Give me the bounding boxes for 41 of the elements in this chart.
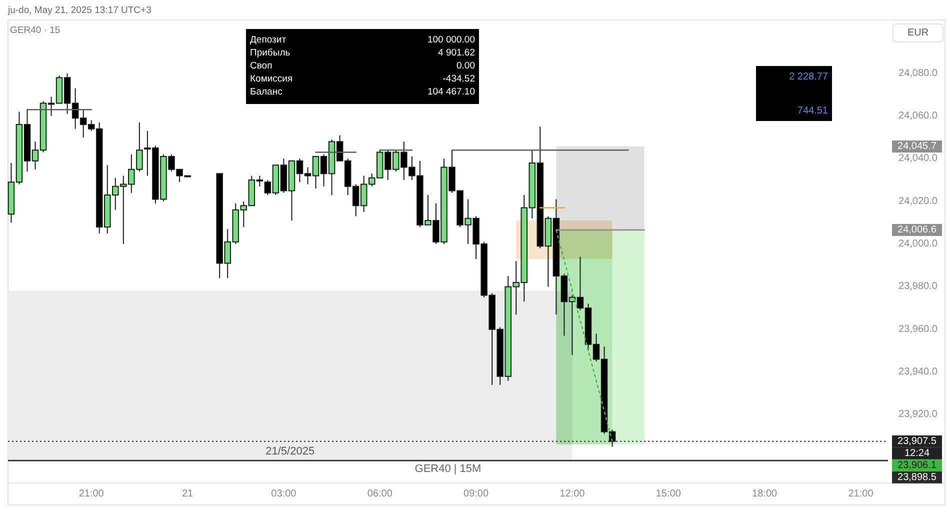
annotation: 2 228.77 xyxy=(789,72,828,82)
annotation: 100 000.00 xyxy=(427,34,475,46)
annotation: GER40 | 15M xyxy=(414,463,482,475)
annotation: Своп xyxy=(250,60,272,72)
y-tick-label: 24,000.0 xyxy=(898,238,938,250)
text: 23,906.1 xyxy=(898,460,937,471)
y-tick-label: 23,920.0 xyxy=(898,409,938,420)
annotation: 21/5/2025 xyxy=(266,446,315,458)
annotation: 4 901.62 xyxy=(438,48,475,58)
x-tick-label: 21:00 xyxy=(848,488,874,500)
y-tick-label: 24,040.0 xyxy=(898,153,938,164)
annotation: -434.52 xyxy=(442,74,475,84)
y-tick-label: 24,020.0 xyxy=(898,196,938,207)
x-tick-label: 21:00 xyxy=(78,488,104,500)
annotation: Депозит xyxy=(250,34,287,46)
ref-line-label: 23,898.5 xyxy=(898,472,937,483)
text: 24,045.7 xyxy=(898,141,937,152)
y-tick-label: 24,080.0 xyxy=(898,68,938,79)
y-axis-title: EUR xyxy=(907,28,929,38)
text: 12:24 xyxy=(904,448,930,459)
annotation: 744.51 xyxy=(797,106,828,116)
y-tick-label: 23,940.0 xyxy=(898,366,938,378)
x-tick-label: 21 xyxy=(182,488,194,500)
y-tick-label: 23,980.0 xyxy=(898,281,938,292)
annotation: Баланс xyxy=(250,86,283,98)
annotation: 104 467.10 xyxy=(427,86,475,98)
text: 24,006.6 xyxy=(898,224,937,236)
x-tick-label: 03:00 xyxy=(271,488,297,500)
annotation: Прибыль xyxy=(250,48,290,58)
x-tick-label: 06:00 xyxy=(367,488,393,500)
text: GER40 · 15 xyxy=(10,25,60,36)
annotation: 0.00 xyxy=(456,60,475,72)
x-tick-label: 12:00 xyxy=(560,488,586,500)
y-tick-label: 23,960.0 xyxy=(898,324,938,335)
annotation: Комиссия xyxy=(250,74,293,84)
x-tick-label: 18:00 xyxy=(752,488,778,500)
ref-line-label: 23,907.5 xyxy=(898,436,937,447)
x-tick-label: 09:00 xyxy=(464,488,489,500)
text: ju-do, May 21, 2025 13:17 UTC+3 xyxy=(7,5,152,16)
x-tick-label: 15:00 xyxy=(656,488,682,500)
y-tick-label: 24,060.0 xyxy=(898,110,938,122)
